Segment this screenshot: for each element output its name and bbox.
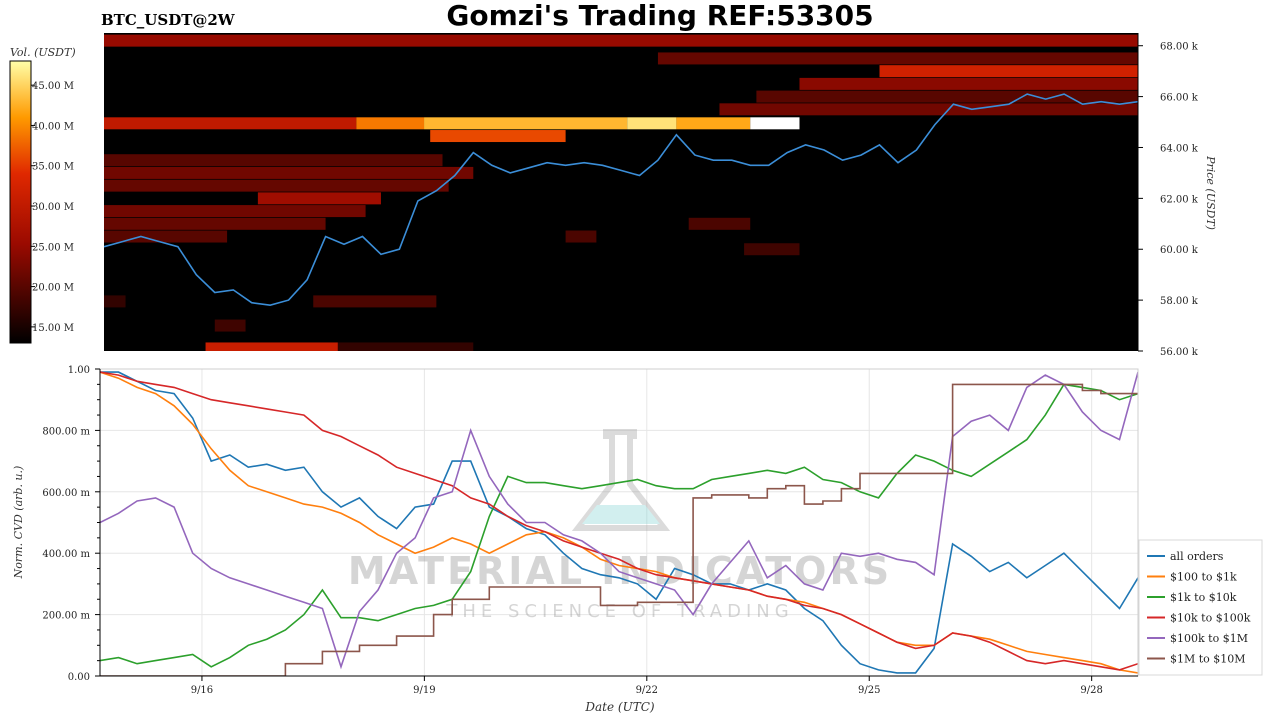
- price-axis: 56.00 k 58.00 k 60.00 k 62.00 k 64.00 k 66.00…: [1137, 33, 1199, 358]
- legend-label: $10k to $100k: [1170, 612, 1251, 625]
- heat-band: [104, 205, 366, 218]
- heat-band: [424, 117, 628, 130]
- heat-band: [744, 243, 800, 256]
- series-line: [100, 371, 1138, 674]
- colorbar-tick-label: 35.00 M: [32, 162, 74, 173]
- cvd-y-tick-label: 0.00: [68, 672, 90, 683]
- heat-band: [337, 342, 474, 351]
- price-tick-label: 66.00 k: [1160, 93, 1199, 104]
- cvd-x-tick-label: 9/22: [636, 685, 658, 696]
- cvd-x-tick-label: 9/16: [191, 685, 213, 696]
- heat-band: [104, 217, 326, 230]
- heat-band: [676, 117, 751, 130]
- heat-band: [756, 90, 1138, 103]
- heat-band: [565, 230, 597, 243]
- series-line: [100, 371, 1138, 671]
- colorbar-tick-label: 40.00 M: [32, 121, 74, 132]
- cvd-x-tick-label: 9/28: [1080, 685, 1102, 696]
- legend-box: [1138, 539, 1263, 676]
- heat-band: [104, 34, 1138, 47]
- colorbar-tick-label: 20.00 M: [32, 283, 74, 294]
- colorbar-tick-label: 15.00 M: [32, 323, 74, 334]
- price-tick-label: 58.00 k: [1160, 296, 1199, 307]
- cvd-y-tick-label: 400.00 m: [42, 549, 90, 560]
- symbol-label: BTC_USDT@2W: [101, 11, 236, 29]
- price-tick-label: 56.00 k: [1160, 347, 1199, 358]
- legend-label: all orders: [1170, 550, 1224, 563]
- colorbar-ticks: 15.00 M 20.00 M 25.00 M 30.00 M 35.00 M 40.00…: [31, 81, 74, 334]
- chart-title: Gomzi's Trading REF:53305: [446, 0, 873, 32]
- cvd-x-label: Date (UTC): [584, 700, 654, 714]
- cvd-y-tick-label: 1.00: [68, 365, 90, 376]
- series-line: [100, 383, 1138, 668]
- heat-band: [104, 295, 126, 308]
- colorbar-label: Vol. (USDT): [10, 46, 76, 59]
- heat-band: [257, 192, 381, 205]
- legend: all orders $100 to $1k $1k to $10k $10k to …: [1138, 539, 1263, 676]
- heatmap-panel: [104, 33, 1138, 351]
- heat-band: [104, 179, 449, 192]
- cvd-y-tick-label: 600.00 m: [42, 488, 90, 499]
- series-line: [100, 371, 1138, 670]
- colorbar-tick-label: 45.00 M: [32, 81, 74, 92]
- heatmap-bands: [104, 34, 1138, 351]
- price-tick-label: 64.00 k: [1160, 143, 1199, 154]
- heat-band: [205, 342, 338, 351]
- price-tick-label: 60.00 k: [1160, 245, 1199, 256]
- heat-band: [688, 217, 751, 230]
- heat-band: [799, 77, 1138, 90]
- heat-band: [430, 130, 566, 143]
- series-line: [100, 383, 1138, 676]
- watermark-subtitle: THE SCIENCE OF TRADING: [445, 601, 793, 622]
- heat-band: [657, 52, 1138, 65]
- heat-band: [750, 117, 800, 130]
- heat-band: [104, 154, 443, 167]
- price-tick-label: 68.00 k: [1160, 42, 1199, 53]
- legend-label: $1k to $10k: [1170, 591, 1237, 604]
- cvd-x-tick-label: 9/25: [858, 685, 880, 696]
- legend-label: $100 to $1k: [1170, 571, 1237, 584]
- heat-band: [104, 230, 228, 243]
- price-line: [104, 93, 1138, 307]
- cvd-y-tick-label: 200.00 m: [42, 611, 90, 622]
- heat-band: [356, 117, 425, 130]
- colorbar-tick-label: 25.00 M: [32, 242, 74, 253]
- colorbar-tick-label: 30.00 M: [32, 202, 74, 213]
- heat-band: [313, 295, 437, 308]
- cvd-series: [100, 371, 1138, 676]
- heat-band: [627, 117, 677, 130]
- heat-band: [214, 319, 246, 332]
- price-tick-label: 62.00 k: [1160, 194, 1199, 205]
- cvd-y-tick-label: 800.00 m: [42, 426, 90, 437]
- heat-band: [104, 166, 474, 179]
- cvd-y-axis: 0.00 200.00 m 400.00 m 600.00 m 800.00 m 1.00: [42, 365, 101, 683]
- colorbar: [9, 60, 32, 344]
- cvd-x-tick-label: 9/19: [413, 685, 435, 696]
- cvd-y-label: Norm. CVD (arb. u.): [12, 466, 25, 580]
- heat-band: [879, 65, 1138, 78]
- flask-icon: [571, 429, 671, 531]
- cvd-x-axis: 9/16 9/19 9/22 9/25 9/28: [100, 675, 1138, 696]
- legend-label: $100k to $1M: [1170, 632, 1248, 645]
- legend-label: $1M to $10M: [1170, 653, 1246, 666]
- heat-band: [104, 117, 357, 130]
- flask-liquid: [582, 505, 660, 524]
- heat-band: [719, 103, 1138, 116]
- cvd-panel: MATERIAL INDICATORS THE SCIENCE OF TRADI…: [99, 368, 1139, 677]
- price-axis-label: Price (USDT): [1204, 155, 1217, 230]
- cvd-background: [100, 369, 1138, 676]
